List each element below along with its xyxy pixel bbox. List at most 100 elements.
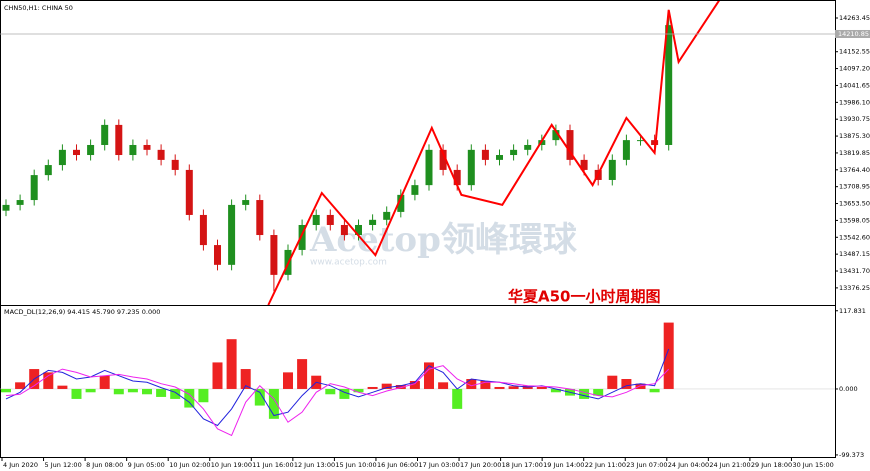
x-tick-label: 11 Jun 16:00 — [252, 461, 293, 469]
candle-body — [467, 149, 475, 186]
y-tick-label: 13542.60 — [839, 233, 870, 241]
histogram-bar — [268, 388, 279, 419]
histogram-bar — [240, 369, 251, 389]
y-tick-label: 0.000 — [839, 385, 858, 393]
x-tick-label: 29 Jun 18:00 — [751, 461, 792, 469]
x-tick-label: 17 Jun 03:00 — [419, 461, 460, 469]
histogram-bar — [297, 359, 308, 389]
candle-body — [425, 149, 433, 186]
candle-body — [637, 140, 644, 142]
candle-body — [44, 165, 52, 176]
histogram-bar — [71, 388, 82, 399]
candle-body — [369, 219, 377, 225]
candle-body — [228, 204, 236, 265]
histogram-bar — [381, 383, 392, 389]
x-tick-label: 5 Jun 12:00 — [45, 461, 82, 469]
candle-body — [312, 214, 320, 225]
x-tick-label: 9 Jun 05:00 — [128, 461, 165, 469]
candle-body — [439, 149, 447, 170]
histogram-bar — [466, 379, 477, 389]
candle-body — [524, 144, 532, 150]
y-tick-label: 13431.70 — [839, 267, 870, 275]
x-tick-label: 8 Jun 08:00 — [86, 461, 123, 469]
last-price-label: 14210.85 — [838, 30, 869, 38]
annotation: 华夏A50一小时周期图 — [508, 288, 660, 306]
x-tick-label: 10 Jun 19:00 — [211, 461, 252, 469]
histogram-bar — [635, 383, 646, 389]
y-tick-label: -99.373 — [839, 451, 864, 459]
histogram-bar — [649, 388, 660, 393]
last-price-tag — [835, 29, 870, 38]
histogram-bar — [57, 385, 68, 389]
x-tick-label: 18 Jun 17:00 — [502, 461, 543, 469]
candle-body — [608, 159, 616, 180]
histogram-bar — [325, 388, 336, 395]
histogram-bar — [593, 388, 604, 396]
candle-body — [552, 130, 560, 141]
histogram-bar — [579, 388, 590, 399]
x-tick-label: 22 Jun 11:00 — [585, 461, 626, 469]
histogram-bar — [409, 381, 420, 389]
x-tick-label: 24 Jun 21:00 — [709, 461, 750, 469]
y-tick-label: 117.831 — [839, 307, 866, 315]
candle-body — [73, 149, 80, 156]
histogram-bar — [142, 388, 152, 395]
y-tick-label: 13764.40 — [839, 166, 870, 174]
candle-body — [566, 130, 574, 160]
x-tick-label: 15 Jun 10:00 — [335, 461, 376, 469]
candle-body — [185, 169, 193, 215]
candle-body — [580, 159, 588, 170]
histogram-bar — [156, 388, 167, 397]
x-tick-label: 19 Jun 14:00 — [543, 461, 584, 469]
histogram-bar — [184, 388, 195, 408]
candle-body — [16, 200, 24, 205]
candle-body — [481, 149, 489, 160]
candle-body — [101, 124, 109, 145]
y-tick-label: 14097.20 — [839, 65, 870, 73]
candle-body — [340, 224, 348, 236]
histogram-bar — [254, 388, 265, 406]
histogram-bar — [621, 379, 632, 389]
candle-body — [214, 245, 221, 265]
watermark-url: www.acetop.com — [310, 258, 387, 268]
x-tick-label: 23 Jun 07:00 — [626, 461, 667, 469]
histogram-bar — [170, 388, 181, 399]
candle-body — [651, 140, 659, 145]
watermark: Acetop领峰環球 — [309, 220, 578, 260]
macd-title: MACD_DL(12,26,9) 94.415 45.790 97.235 0.… — [4, 308, 160, 316]
histogram-bar — [212, 362, 223, 389]
x-tick-label: 30 Jun 15:00 — [792, 461, 833, 469]
histogram-bar — [536, 386, 547, 389]
histogram-bar — [663, 322, 674, 389]
y-tick-label: 13708.95 — [839, 183, 870, 191]
histogram-bar — [494, 386, 505, 389]
candle-body — [355, 224, 362, 236]
histogram-bar — [226, 339, 237, 389]
y-tick-label: 13875.30 — [839, 132, 870, 140]
candle-body — [411, 185, 419, 195]
histogram-bar — [15, 382, 26, 389]
histogram-bar — [353, 388, 364, 393]
candle-body — [496, 155, 503, 160]
y-tick-label: 14041.65 — [839, 81, 870, 89]
candle-body — [2, 204, 10, 211]
candle-body — [383, 211, 391, 220]
candle-body — [397, 194, 405, 212]
histogram-bar — [508, 386, 519, 389]
price-pane — [2, 1, 720, 305]
histogram-bar — [43, 372, 54, 389]
histogram-bar — [550, 388, 561, 393]
histogram-bar — [395, 384, 406, 389]
y-tick-label: 13653.50 — [839, 200, 870, 208]
candle-body — [199, 214, 207, 246]
zigzag-line — [267, 1, 720, 305]
x-tick-label: 4 Jun 2020 — [3, 461, 38, 469]
candle-body — [157, 149, 165, 160]
candle-body — [510, 149, 518, 156]
candle-body — [115, 124, 123, 156]
candle-body — [453, 169, 461, 186]
y-tick-label: 13930.75 — [839, 115, 870, 123]
y-tick-label: 13819.85 — [839, 149, 870, 157]
candle-body — [87, 144, 95, 156]
